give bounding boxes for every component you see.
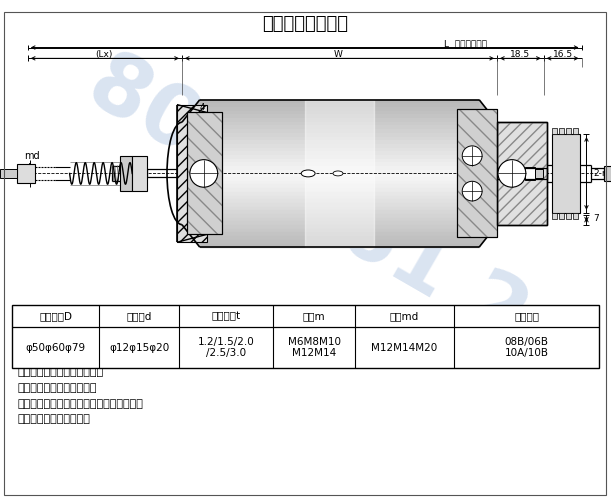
Bar (17, 164, 35, 183)
Bar (497, 122, 547, 225)
Text: φ50φ60φ79: φ50φ60φ79 (26, 342, 85, 352)
Text: 7: 7 (593, 214, 599, 223)
Bar (614, 169, 615, 178)
Text: 轴材质分别为不锈钢、碳钢: 轴材质分别为不锈钢、碳钢 (18, 383, 97, 393)
Polygon shape (182, 100, 200, 247)
Bar (497, 122, 547, 225)
Bar (525, 167, 535, 180)
Bar (200, 100, 479, 247)
Bar (552, 128, 557, 134)
Bar (497, 122, 547, 225)
Text: 外牙md: 外牙md (390, 311, 419, 321)
Circle shape (498, 160, 526, 187)
Bar (552, 134, 579, 213)
Text: 2-m: 2-m (593, 169, 611, 178)
Text: 轴壳为冲压精密（表面镀锌）轴承采用国标: 轴壳为冲压精密（表面镀锌）轴承采用国标 (18, 399, 144, 409)
Text: 筒体直径D: 筒体直径D (39, 311, 72, 321)
Text: md: md (24, 151, 39, 161)
Text: 8057261 2: 8057261 2 (74, 41, 542, 358)
Bar (535, 169, 542, 178)
Bar (605, 166, 615, 181)
Bar (552, 213, 557, 219)
Bar (121, 156, 132, 191)
Text: 18.5: 18.5 (510, 50, 530, 59)
Bar (558, 213, 563, 219)
Text: 内牙m: 内牙m (303, 311, 325, 321)
Bar (457, 109, 497, 238)
Bar (0, 169, 17, 178)
Bar (12, 305, 600, 368)
Polygon shape (479, 100, 497, 247)
Text: M6M8M10
M12M14: M6M8M10 M12M14 (288, 337, 341, 358)
Text: L  机架内档尺寸: L 机架内档尺寸 (444, 39, 487, 48)
Text: 16.5: 16.5 (552, 50, 573, 59)
Ellipse shape (301, 170, 315, 177)
Text: 08B/06B
10A/10B: 08B/06B 10A/10B (505, 337, 549, 358)
Bar (177, 105, 207, 243)
Text: 筒体壁厚t: 筒体壁厚t (212, 311, 240, 321)
Text: 1.2/1.5/2.0
/2.5/3.0: 1.2/1.5/2.0 /2.5/3.0 (198, 337, 255, 358)
Circle shape (462, 146, 482, 166)
Text: 4: 4 (200, 103, 205, 112)
Text: 轴直径d: 轴直径d (127, 311, 152, 321)
Bar (187, 112, 221, 235)
Text: M12M14M20: M12M14M20 (371, 342, 438, 352)
Text: (Lx): (Lx) (96, 50, 113, 59)
Bar (573, 213, 577, 219)
Text: 单排链轮: 单排链轮 (514, 311, 539, 321)
Text: 链轮齿数和单双排可定制: 链轮齿数和单双排可定制 (18, 414, 91, 424)
Text: 单排调压积放辊筒: 单排调压积放辊筒 (262, 15, 348, 33)
Text: φ12φ15φ20: φ12φ15φ20 (109, 342, 169, 352)
Bar (132, 156, 147, 191)
Ellipse shape (333, 171, 343, 176)
Bar (573, 128, 577, 134)
Circle shape (190, 160, 218, 187)
Circle shape (462, 181, 482, 201)
Bar (187, 112, 221, 235)
Text: 筒体材质分别为不锈钢、碳钢: 筒体材质分别为不锈钢、碳钢 (18, 367, 104, 377)
Text: W: W (333, 50, 343, 59)
Bar (457, 109, 497, 238)
Bar (566, 128, 571, 134)
Bar (558, 128, 563, 134)
Bar (566, 213, 571, 219)
Bar (457, 109, 497, 238)
Bar (187, 112, 221, 235)
